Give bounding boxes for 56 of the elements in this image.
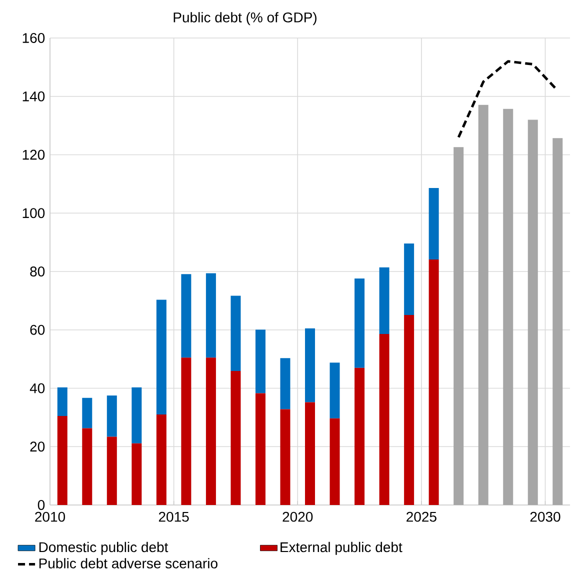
bar bbox=[404, 314, 414, 505]
bar bbox=[330, 418, 340, 505]
y-tick-label: 20 bbox=[30, 442, 45, 452]
line-series bbox=[457, 60, 559, 138]
bar bbox=[478, 104, 488, 505]
bar bbox=[354, 278, 365, 368]
bar bbox=[379, 267, 390, 334]
bar bbox=[106, 436, 117, 505]
y-tick-label: 80 bbox=[30, 266, 45, 276]
y-tick-label: 120 bbox=[22, 150, 45, 160]
bar bbox=[280, 358, 290, 410]
bar bbox=[379, 334, 390, 505]
bar bbox=[206, 273, 216, 358]
bar bbox=[528, 120, 538, 505]
y-tick-label: 160 bbox=[22, 33, 45, 43]
bar bbox=[503, 108, 514, 505]
bar bbox=[330, 362, 340, 418]
legend-label: External public debt bbox=[280, 542, 402, 555]
bar bbox=[57, 387, 68, 416]
y-tick-label: 140 bbox=[22, 91, 45, 102]
y-tick-label: 0 bbox=[38, 500, 45, 510]
y-tick-label: 100 bbox=[22, 208, 45, 218]
bar bbox=[156, 414, 166, 505]
bar bbox=[428, 260, 439, 505]
bar bbox=[552, 138, 563, 505]
bar bbox=[230, 371, 241, 505]
bar bbox=[230, 296, 241, 372]
bar bbox=[106, 396, 117, 437]
bar bbox=[428, 188, 439, 260]
y-tick-label: 40 bbox=[30, 383, 45, 394]
bar bbox=[305, 402, 316, 505]
bar bbox=[181, 358, 192, 505]
x-tick-label: 2015 bbox=[158, 512, 189, 522]
bar bbox=[82, 428, 92, 505]
bar bbox=[82, 398, 92, 428]
bar bbox=[132, 443, 142, 505]
legend-label: Public debt adverse scenario bbox=[39, 558, 218, 568]
bar bbox=[280, 409, 290, 505]
bar bbox=[354, 368, 365, 505]
x-tick-label: 2030 bbox=[530, 512, 560, 522]
bar bbox=[305, 328, 316, 402]
bar bbox=[181, 274, 192, 358]
bar bbox=[255, 330, 266, 394]
bar bbox=[404, 243, 414, 315]
bar bbox=[57, 416, 68, 505]
bar bbox=[206, 358, 216, 505]
bar bbox=[156, 300, 166, 415]
x-tick-label: 2010 bbox=[35, 512, 66, 522]
chart-title: Public debt (% of GDP) bbox=[174, 12, 316, 26]
bar bbox=[132, 387, 142, 444]
bar bbox=[255, 393, 266, 505]
y-tick-label: 60 bbox=[30, 324, 45, 335]
x-tick-label: 2020 bbox=[282, 512, 313, 522]
legend-label: Domestic public debt bbox=[39, 542, 168, 555]
x-tick-label: 2025 bbox=[406, 512, 436, 522]
bar bbox=[454, 147, 464, 505]
